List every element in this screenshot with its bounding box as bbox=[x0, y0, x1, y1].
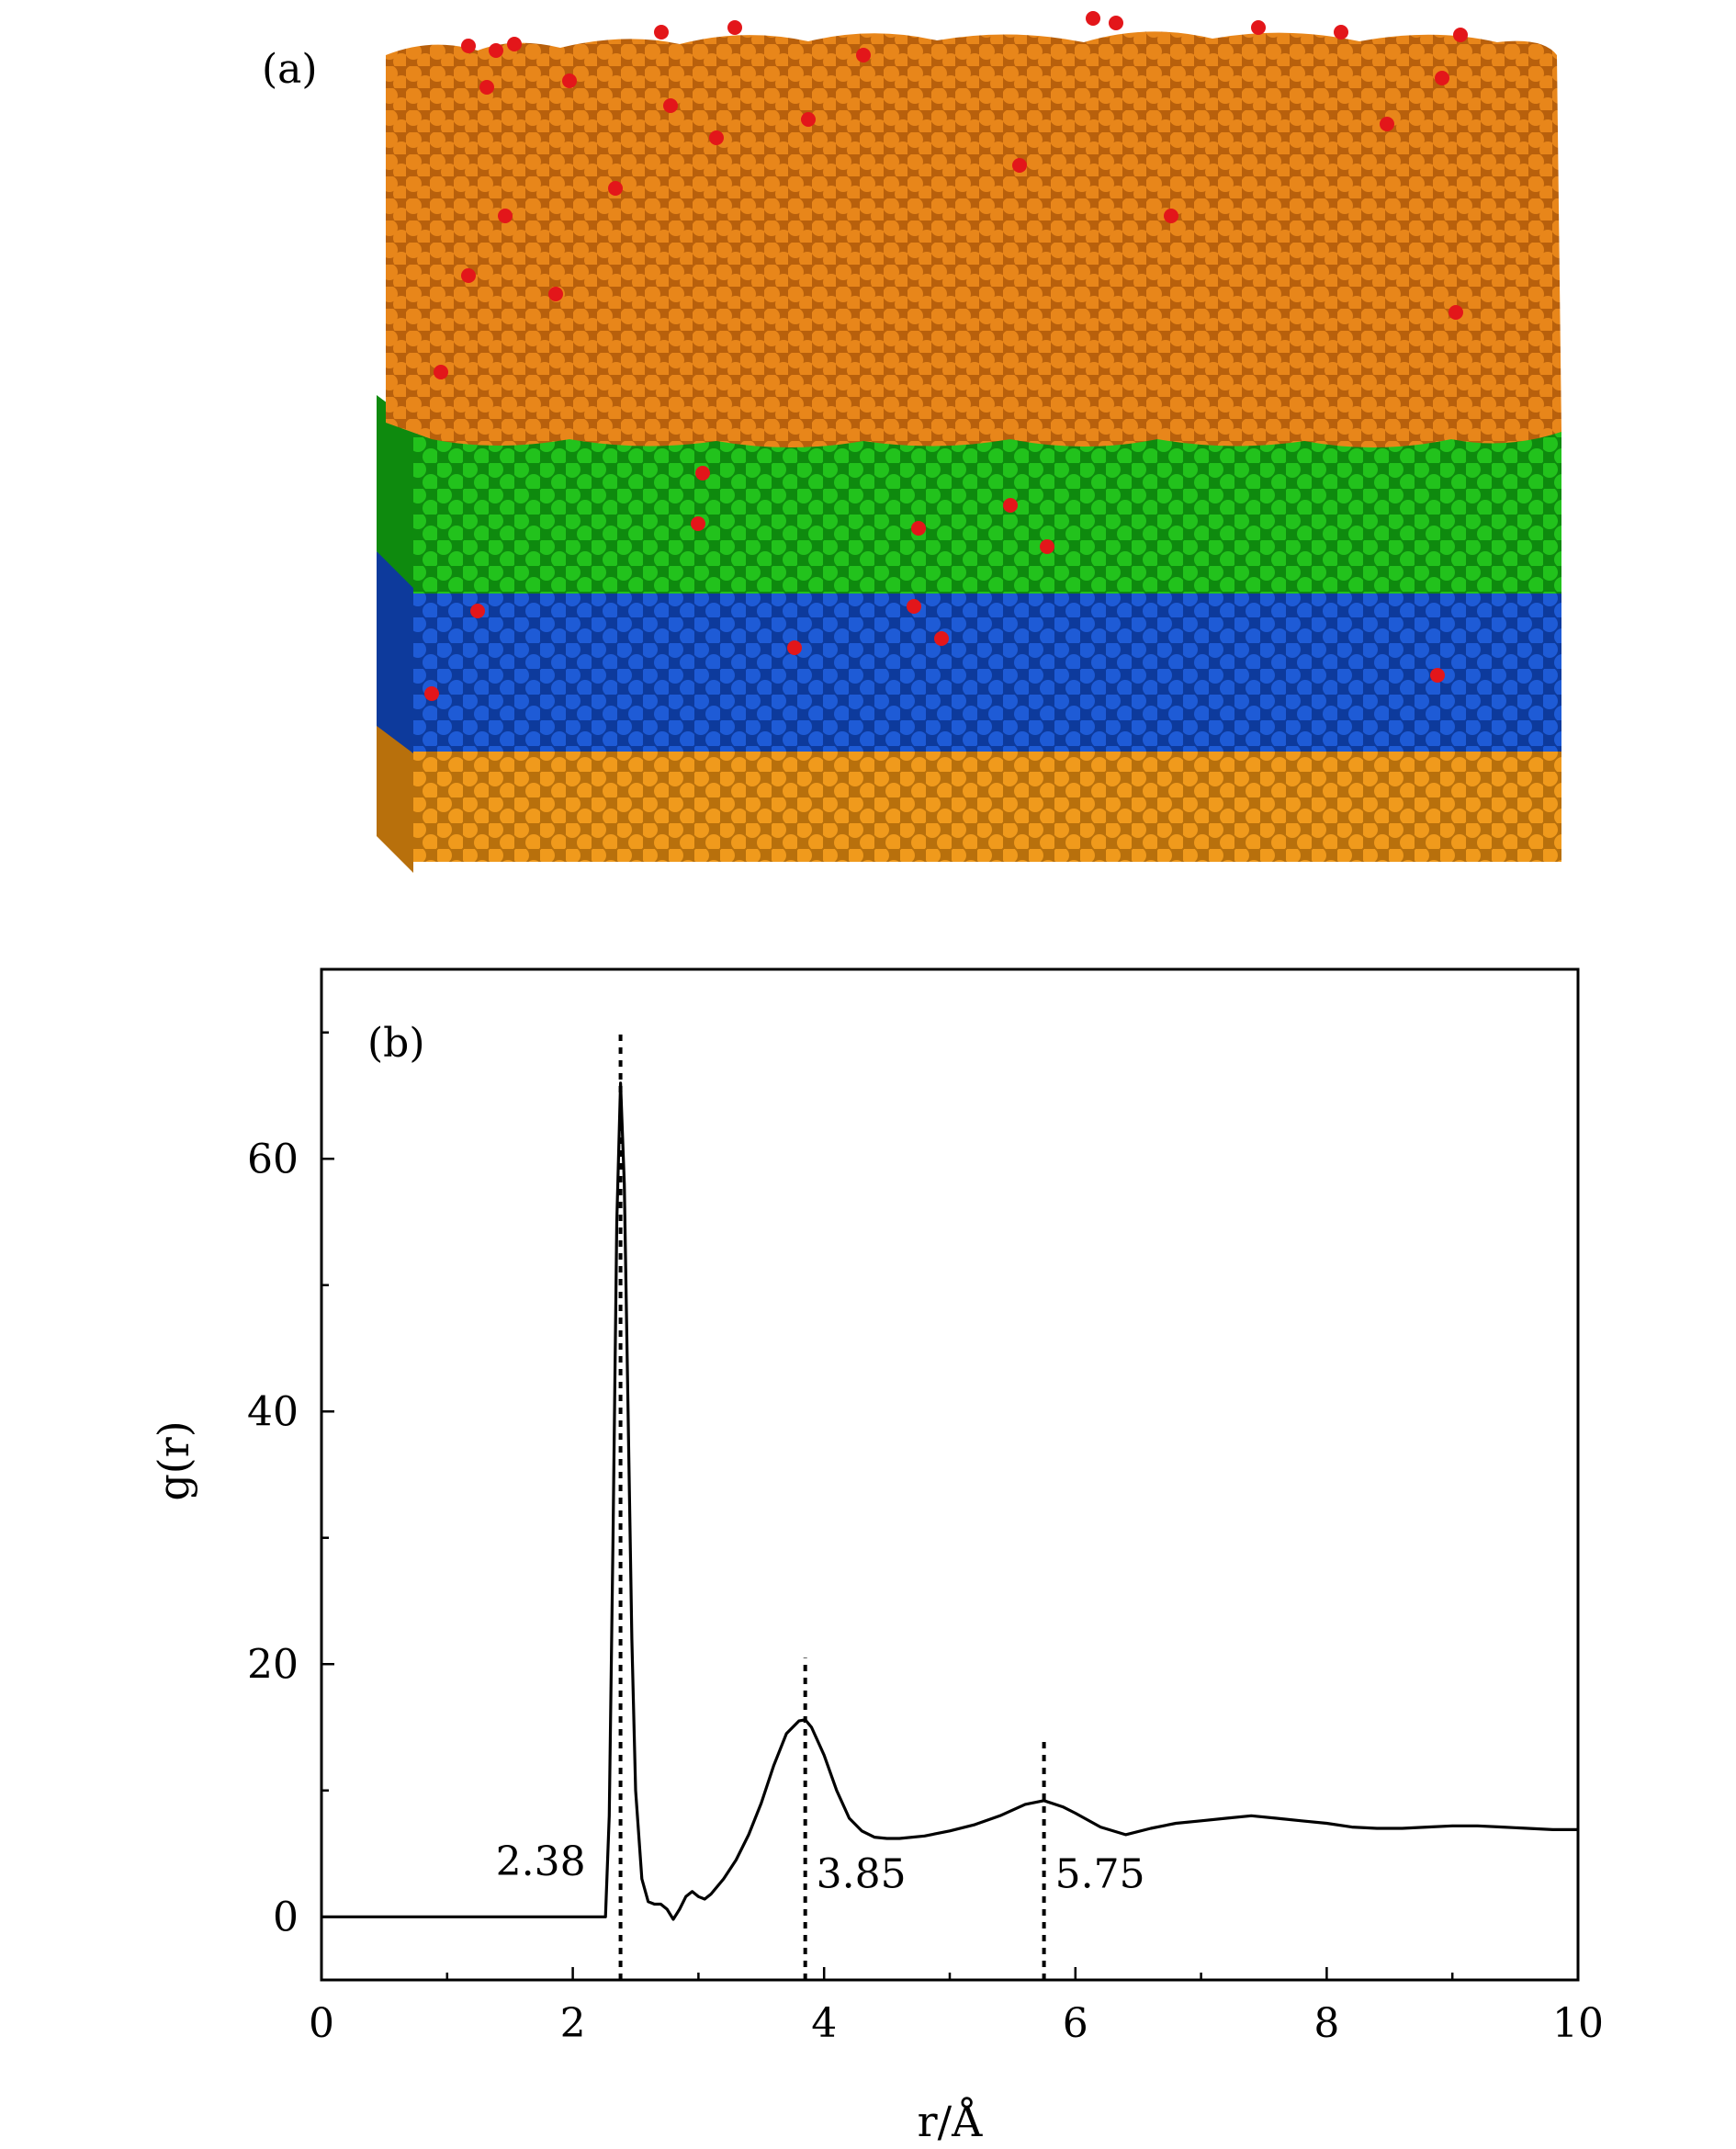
defect-atom bbox=[1012, 158, 1027, 173]
defect-atom bbox=[691, 516, 705, 531]
defect-atom bbox=[709, 130, 724, 145]
defect-atom bbox=[548, 287, 563, 301]
defect-atom bbox=[470, 604, 485, 618]
defect-atom bbox=[1040, 539, 1054, 554]
defect-atom bbox=[507, 37, 522, 51]
defect-atom bbox=[1164, 209, 1178, 223]
defect-atom bbox=[608, 181, 623, 196]
defect-atom bbox=[907, 599, 921, 614]
x-axis-title: r/Å bbox=[918, 2096, 983, 2146]
top-amorphous-film bbox=[386, 31, 1561, 448]
defect-atom bbox=[934, 631, 949, 646]
blue-layer bbox=[413, 588, 1561, 752]
x-tick-label: 10 bbox=[1552, 2000, 1604, 2047]
defect-atom bbox=[801, 112, 816, 127]
substrate-side-face bbox=[377, 726, 413, 873]
peak-label: 3.85 bbox=[817, 1851, 907, 1898]
defect-atom bbox=[1380, 117, 1394, 131]
defect-atom bbox=[654, 25, 669, 40]
defect-atom bbox=[1109, 16, 1123, 30]
defect-atom bbox=[1003, 498, 1018, 513]
defect-atom bbox=[1453, 28, 1468, 42]
x-tick-label: 0 bbox=[309, 2000, 334, 2047]
defect-atom bbox=[727, 20, 742, 35]
defect-atom bbox=[479, 80, 494, 95]
x-tick-label: 8 bbox=[1313, 2000, 1339, 2047]
defect-atom bbox=[663, 98, 678, 113]
green-layer bbox=[413, 430, 1561, 594]
peak-label: 2.38 bbox=[496, 1838, 586, 1885]
panel-a-label: (a) bbox=[262, 46, 318, 93]
defect-atoms bbox=[424, 11, 1468, 701]
peak-reference-lines bbox=[618, 1032, 1046, 1980]
panel-b-label: (b) bbox=[367, 1020, 425, 1067]
defect-atom bbox=[1435, 71, 1449, 85]
defect-atom bbox=[498, 209, 513, 223]
x-tick-label: 4 bbox=[811, 2000, 837, 2047]
defect-atom bbox=[461, 268, 476, 283]
series-line-g-r bbox=[321, 1081, 1578, 1921]
x-tick-label: 2 bbox=[560, 2000, 586, 2047]
peak-label: 5.75 bbox=[1055, 1851, 1145, 1898]
y-tick-label: 0 bbox=[273, 1894, 299, 1940]
defect-atom bbox=[434, 365, 448, 379]
y-tick-label: 20 bbox=[247, 1641, 299, 1688]
x-axis-ticks bbox=[320, 1967, 1580, 1980]
defect-atom bbox=[695, 466, 710, 481]
defect-atom bbox=[424, 686, 439, 701]
y-tick-label: 60 bbox=[247, 1136, 299, 1182]
y-axis-tick-labels: 0 20 40 60 bbox=[247, 1136, 299, 1940]
defect-atom bbox=[562, 74, 577, 88]
panel-a-structure: (a) bbox=[262, 11, 1561, 873]
defect-atom bbox=[1086, 11, 1100, 26]
defect-atom bbox=[461, 39, 476, 53]
x-tick-label: 6 bbox=[1063, 2000, 1088, 2047]
green-side-face bbox=[377, 395, 413, 588]
defect-atom bbox=[1430, 668, 1445, 683]
defect-atom bbox=[1251, 20, 1266, 35]
defect-atom bbox=[787, 640, 802, 655]
panel-b-chart: (b) 0 2 4 6 8 10 0 20 40 60 2.38 3.85 5.75 r/Å g(r… bbox=[149, 967, 1604, 2146]
y-axis-title: g(r) bbox=[149, 1420, 198, 1500]
bottom-substrate-layer bbox=[413, 746, 1561, 862]
defect-atom bbox=[1334, 25, 1348, 40]
x-axis-tick-labels: 0 2 4 6 8 10 bbox=[309, 2000, 1604, 2047]
defect-atom bbox=[489, 43, 503, 58]
defect-atom bbox=[856, 48, 871, 62]
peak-labels: 2.38 3.85 5.75 bbox=[496, 1838, 1145, 1898]
blue-side-face bbox=[377, 551, 413, 753]
defect-atom bbox=[1449, 305, 1463, 320]
y-tick-label: 40 bbox=[247, 1388, 299, 1435]
y-axis-ticks bbox=[321, 1031, 334, 1918]
defect-atom bbox=[911, 521, 926, 536]
